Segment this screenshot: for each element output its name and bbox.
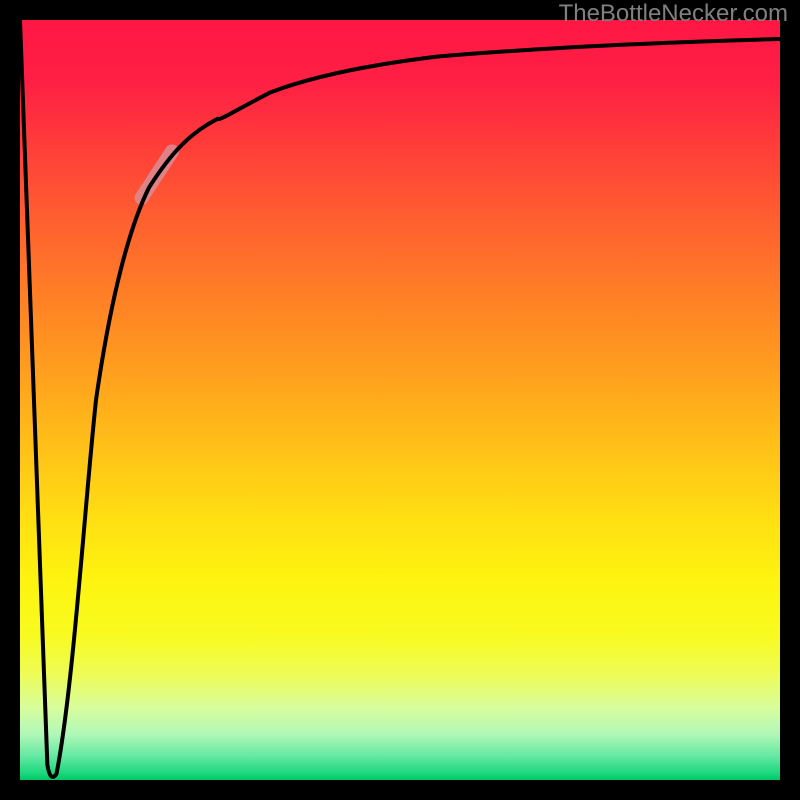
chart-container: TheBottleNecker.com <box>0 0 800 800</box>
plot-background <box>20 20 780 780</box>
attribution-label: TheBottleNecker.com <box>559 0 788 28</box>
chart-svg <box>0 0 800 800</box>
